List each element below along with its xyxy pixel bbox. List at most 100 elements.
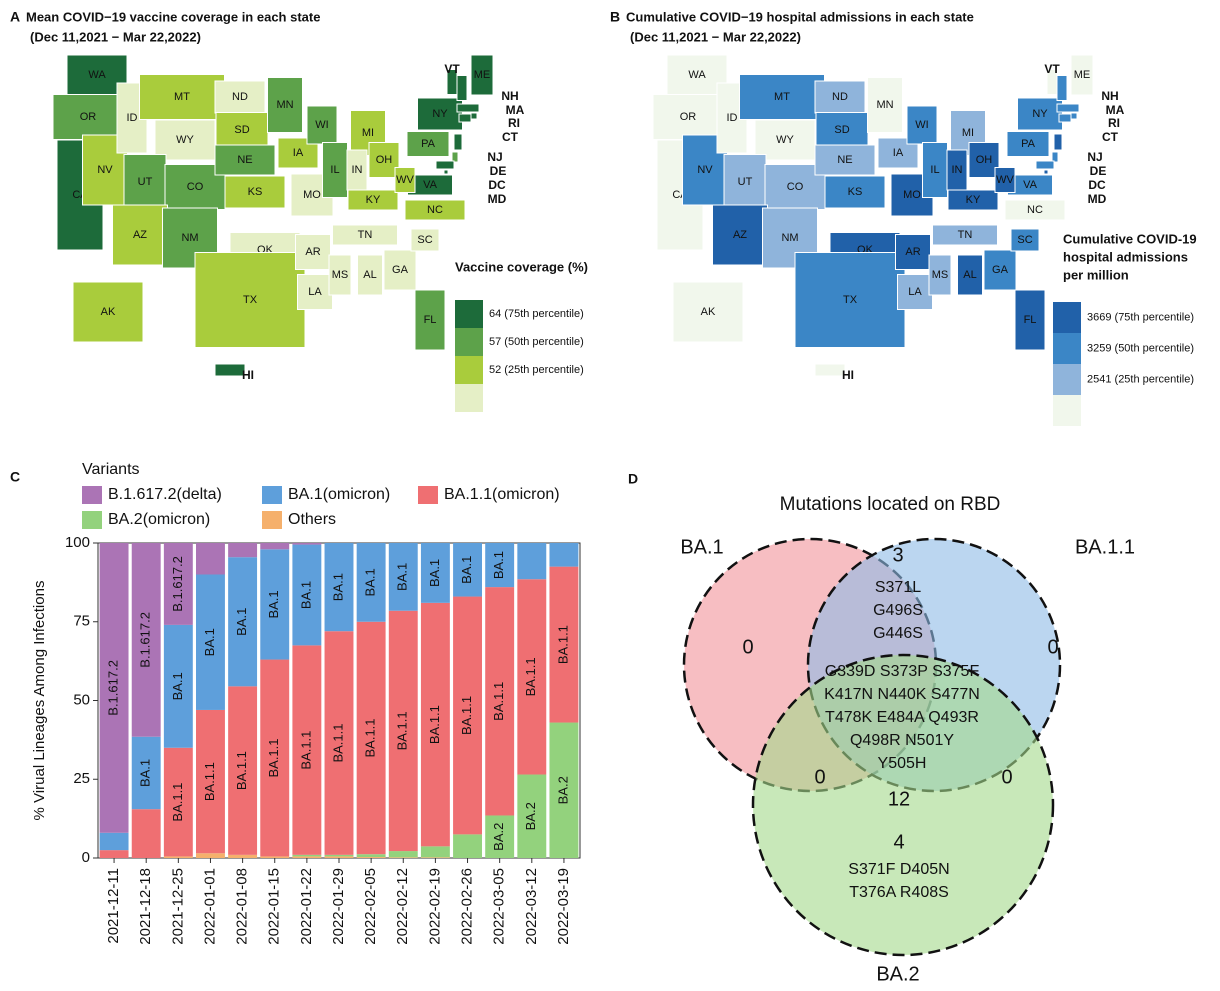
bar-segment [292, 544, 322, 646]
set-name: BA.1.1 [1075, 536, 1135, 558]
state-label: MT [774, 91, 790, 103]
legend-label: 52 (25th percentile) [489, 364, 584, 376]
state-label: TX [243, 294, 258, 306]
bar-segment [356, 621, 386, 855]
mutation: Y505H [878, 755, 927, 772]
legend-label: 64 (75th percentile) [489, 308, 584, 320]
bar-segment [485, 543, 515, 588]
state-label: NC [1027, 204, 1043, 216]
bar-segment [228, 854, 258, 858]
bar-segment [163, 856, 193, 858]
state-label: MD [488, 192, 507, 206]
state [112, 204, 168, 266]
map-subtitle: (Dec 11,2021 − Mar 22,2022) [30, 29, 201, 44]
state-label: SC [417, 234, 432, 246]
state-label: OR [680, 111, 697, 123]
map-subtitle: (Dec 11,2021 − Mar 22,2022) [630, 29, 801, 44]
segment-label: B.1.617.2 [138, 612, 153, 668]
state-label: TN [358, 229, 373, 241]
state [922, 142, 948, 198]
state-label: VA [1023, 179, 1038, 191]
bar-segment [260, 549, 290, 660]
bar-segment [131, 736, 161, 810]
state [1004, 199, 1066, 221]
legend-title: per million [1063, 267, 1129, 282]
state [957, 254, 983, 296]
state [332, 224, 398, 246]
state-label: RI [508, 116, 520, 130]
state-label: MT [174, 91, 190, 103]
bar-segment [99, 832, 129, 851]
state-label: GA [392, 264, 409, 276]
state-label: WY [176, 134, 194, 146]
state-label: MA [1106, 103, 1125, 117]
legend-label: B.1.617.2(delta) [108, 486, 222, 503]
bar-segment [131, 809, 161, 858]
state [417, 97, 463, 131]
y-tick-label: 25 [73, 770, 90, 787]
state [712, 204, 768, 266]
x-tick-label: 2022-02-05 [362, 868, 379, 945]
bar-segment [131, 543, 161, 737]
state-label: UT [138, 176, 153, 188]
state-label: MI [962, 127, 974, 139]
state [1035, 160, 1055, 170]
bar-segment [196, 709, 225, 854]
segment-label: BA.1.1 [363, 718, 378, 757]
bar-segment [388, 857, 418, 858]
bar-segment [453, 834, 482, 858]
state-label: GA [992, 264, 1009, 276]
legend-swatch [262, 511, 282, 529]
state [435, 160, 455, 170]
state-label: AK [701, 306, 716, 318]
state-label: LA [908, 286, 922, 298]
region-count: 12 [888, 788, 910, 810]
region-count: 0 [814, 766, 825, 788]
state-label: AR [305, 246, 320, 258]
state-label: SD [234, 124, 249, 136]
set-name: BA.2 [876, 963, 919, 985]
state [470, 112, 478, 120]
legend-label: Others [288, 511, 336, 528]
state-label: MN [276, 99, 293, 111]
mutation: Q498R N501Y [850, 732, 954, 749]
bar-segment [517, 579, 547, 775]
state-label: KS [248, 186, 263, 198]
state-label: AZ [733, 229, 747, 241]
y-tick-label: 50 [73, 691, 90, 708]
legend-swatch [82, 511, 102, 529]
state [1056, 75, 1068, 101]
bar-segment [420, 543, 450, 603]
bar-segment [549, 722, 579, 858]
bar-segment [485, 815, 515, 858]
state [410, 228, 440, 252]
state [214, 363, 246, 377]
legend-label: 3669 (75th percentile) [1087, 311, 1194, 323]
bar-segment [356, 854, 386, 858]
segment-label: BA.1 [298, 581, 313, 609]
bar-segment [485, 587, 515, 816]
state-label: OH [976, 154, 993, 166]
state [347, 189, 399, 211]
state-label: IL [930, 164, 939, 176]
bar-segment [388, 543, 418, 611]
legend-swatch [1053, 333, 1081, 364]
bar-segment [163, 543, 193, 625]
state [867, 77, 903, 133]
state [794, 252, 906, 348]
bar-segment [196, 574, 225, 710]
state-label: HI [842, 368, 854, 382]
state-label: RI [1108, 116, 1120, 130]
segment-label: BA.1.1 [298, 731, 313, 770]
state-label: NM [181, 232, 198, 244]
bar-segment [260, 659, 290, 857]
state [215, 112, 269, 148]
state-label: NH [501, 89, 518, 103]
state [357, 254, 383, 296]
state-label: NH [1101, 89, 1118, 103]
venn-set [751, 653, 1055, 957]
state [1010, 228, 1040, 252]
state [928, 254, 952, 296]
bar-segment [324, 854, 354, 857]
x-tick-label: 2022-03-05 [491, 868, 508, 945]
